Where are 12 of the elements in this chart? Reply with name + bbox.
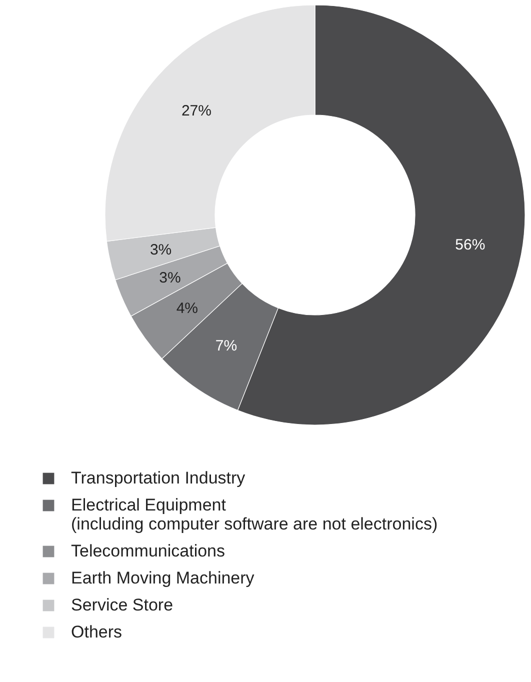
legend-label: Electrical Equipment (including computer software are not electronics) — [71, 496, 438, 534]
data-label: 4% — [176, 300, 198, 317]
legend-label: Service Store — [71, 596, 174, 614]
legend-label: Others — [71, 622, 122, 642]
data-label: 27% — [181, 102, 212, 120]
data-label: 3% — [159, 270, 181, 287]
legend-label: Transportation Industry — [71, 468, 246, 488]
legend-label: Earth Moving Machinery — [71, 568, 255, 588]
data-label: 56% — [455, 236, 486, 254]
data-label: 3% — [150, 241, 172, 258]
legend-label: Telecommunications — [71, 542, 226, 560]
data-label: 7% — [215, 338, 238, 355]
